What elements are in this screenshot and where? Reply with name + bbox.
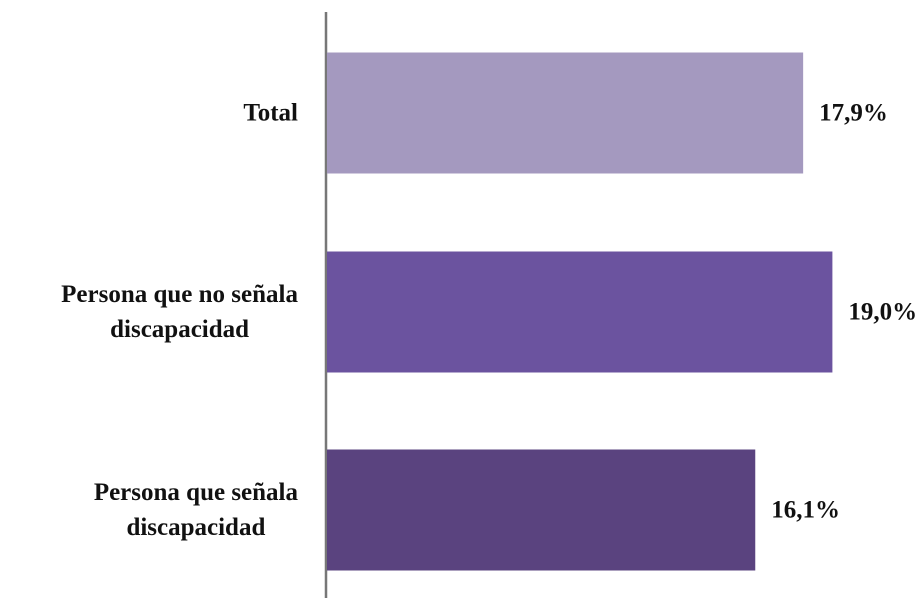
category-label-line: Total bbox=[243, 100, 298, 127]
bar-1 bbox=[327, 52, 804, 174]
category-label-line: discapacidad bbox=[110, 316, 249, 343]
category-label-line: Persona que no señala bbox=[61, 281, 298, 308]
category-label-2: Persona que no señala discapacidad bbox=[61, 281, 298, 343]
category-label-3: Persona que señala discapacidad bbox=[94, 479, 299, 541]
bar-2 bbox=[327, 251, 833, 373]
data-label-1: 17,9% bbox=[819, 100, 888, 127]
category-label-line: Persona que señala bbox=[94, 479, 299, 506]
data-label-3: 16,1% bbox=[771, 497, 840, 524]
data-label-2: 19,0% bbox=[848, 299, 917, 326]
category-label-line: discapacidad bbox=[126, 514, 265, 541]
category-label-1: Total bbox=[243, 100, 298, 127]
bar-3 bbox=[327, 449, 756, 571]
